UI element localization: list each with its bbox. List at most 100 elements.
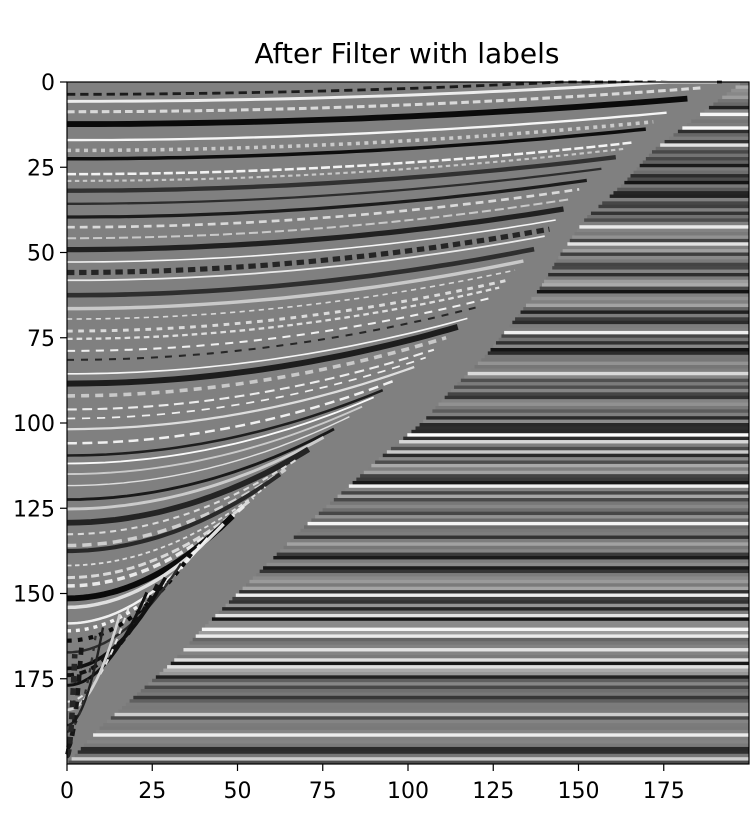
y-tick-label: 150 <box>13 583 55 608</box>
heatmap-row-stripe <box>300 528 749 533</box>
heatmap-row-stripe <box>429 412 749 417</box>
heatmap-row-stripe <box>114 712 749 717</box>
heatmap-row-stripe <box>633 170 749 175</box>
heatmap-row-stripe <box>333 498 749 502</box>
heatmap-row-stripe <box>498 337 749 342</box>
heatmap-row-stripe <box>731 88 749 93</box>
heatmap-plot <box>65 80 750 765</box>
heatmap-row-stripe <box>490 347 749 352</box>
heatmap-row-stripe <box>554 262 749 267</box>
heatmap-row-stripe <box>432 409 749 414</box>
heatmap-row-stripe <box>155 675 749 680</box>
heatmap-row-stripe <box>544 279 749 284</box>
heatmap-row-stripe <box>330 501 749 506</box>
heatmap-row-stripe <box>371 463 749 468</box>
heatmap-event-curve <box>67 348 435 411</box>
heatmap-row-stripe <box>444 395 749 400</box>
x-tick-label: 125 <box>472 779 514 804</box>
heatmap-event-curve <box>66 405 363 476</box>
heatmap-row-stripe <box>713 102 749 107</box>
heatmap-row-stripe <box>648 153 749 158</box>
heatmap-event-curve <box>67 187 580 229</box>
heatmap-row-stripe <box>673 133 749 137</box>
heatmap-row-stripe <box>447 392 749 397</box>
x-tick-label: 150 <box>558 779 600 804</box>
heatmap-row-stripe <box>441 399 749 403</box>
heatmap-row-stripe <box>311 518 749 523</box>
y-tick-label: 0 <box>41 71 55 96</box>
heatmap-row-stripe <box>183 648 749 652</box>
heatmap-event-curve <box>67 80 727 96</box>
heatmap-row-stripe <box>587 214 749 219</box>
heatmap-row-stripe <box>395 443 749 448</box>
heatmap-row-stripe <box>691 119 749 124</box>
heatmap-row-stripe <box>695 116 749 120</box>
heatmap-row-stripe <box>356 477 749 482</box>
heatmap-row-stripe <box>419 423 749 427</box>
heatmap-event-curve <box>66 286 500 341</box>
heatmap-row-stripe <box>110 716 749 721</box>
heatmap-row-stripe <box>636 167 749 172</box>
heatmap-row-stripe <box>642 160 749 165</box>
heatmap-row-stripe <box>360 474 749 478</box>
heatmap-row-stripe <box>477 361 749 366</box>
heatmap-row-stripe <box>509 324 749 328</box>
heatmap-row-stripe <box>598 204 749 209</box>
heatmap-row-stripe <box>579 225 749 230</box>
heatmap-event-curve <box>67 219 556 263</box>
heatmap-row-stripe <box>506 327 749 332</box>
heatmap-row-stripe <box>290 538 749 543</box>
heatmap-row-stripe <box>192 637 749 642</box>
heatmap-row-stripe <box>546 276 749 281</box>
y-tick-label: 125 <box>13 497 55 522</box>
heatmap-row-stripe <box>590 211 749 216</box>
heatmap-row-stripe <box>195 634 750 639</box>
heatmap-row-stripe <box>77 750 750 755</box>
heatmap-row-stripe <box>378 457 749 461</box>
heatmap-row-stripe <box>548 272 749 277</box>
heatmap-row-stripe <box>304 525 749 530</box>
heatmap-row-stripe <box>627 177 749 182</box>
heatmap-row-stripe <box>739 82 749 86</box>
x-tick-label: 0 <box>60 779 74 804</box>
y-tick-label: 175 <box>13 668 55 693</box>
heatmap-event-curve <box>66 335 447 398</box>
heatmap-row-stripe <box>415 426 749 431</box>
heatmap-row-stripe <box>682 126 749 131</box>
heatmap-row-stripe <box>495 341 749 345</box>
heatmap-row-stripe <box>232 596 749 601</box>
heatmap-row-stripe <box>539 286 749 291</box>
heatmap-row-stripe <box>523 307 749 311</box>
heatmap-row-stripe <box>550 269 749 274</box>
heatmap-row-stripe <box>174 658 750 663</box>
heatmap-row-stripe <box>534 293 749 298</box>
heatmap-row-stripe <box>215 613 750 618</box>
heatmap-row-stripe <box>352 480 749 485</box>
heatmap-row-stripe <box>602 201 749 206</box>
heatmap-row-stripe <box>90 736 749 741</box>
heatmap-row-stripe <box>107 719 749 724</box>
heatmap-row-stripe <box>83 743 749 748</box>
heatmap-row-stripe <box>464 375 749 380</box>
heatmap-row-stripe <box>375 460 749 465</box>
heatmap-row-stripe <box>222 607 750 611</box>
x-tick-label: 100 <box>387 779 429 804</box>
heatmap-row-stripe <box>617 187 749 192</box>
heatmap-row-stripe <box>403 436 749 441</box>
heatmap-row-stripe <box>735 85 749 90</box>
heatmap-event-curve <box>67 167 602 205</box>
heatmap-row-stripe <box>148 682 749 686</box>
heatmap-row-stripe <box>137 692 749 697</box>
heatmap-row-stripe <box>520 310 749 315</box>
heatmap-row-stripe <box>474 365 749 369</box>
heatmap-row-stripe <box>242 586 749 591</box>
heatmap-row-stripe <box>584 218 749 223</box>
heatmap-row-stripe <box>645 157 749 161</box>
heatmap-row-stripe <box>471 368 749 373</box>
heatmap-row-stripe <box>280 549 750 553</box>
heatmap-row-stripe <box>283 545 749 550</box>
heatmap-row-stripe <box>266 562 749 567</box>
heatmap-row-stripe <box>574 232 749 236</box>
heatmap-row-stripe <box>103 723 749 727</box>
heatmap-event-curve <box>67 127 646 161</box>
